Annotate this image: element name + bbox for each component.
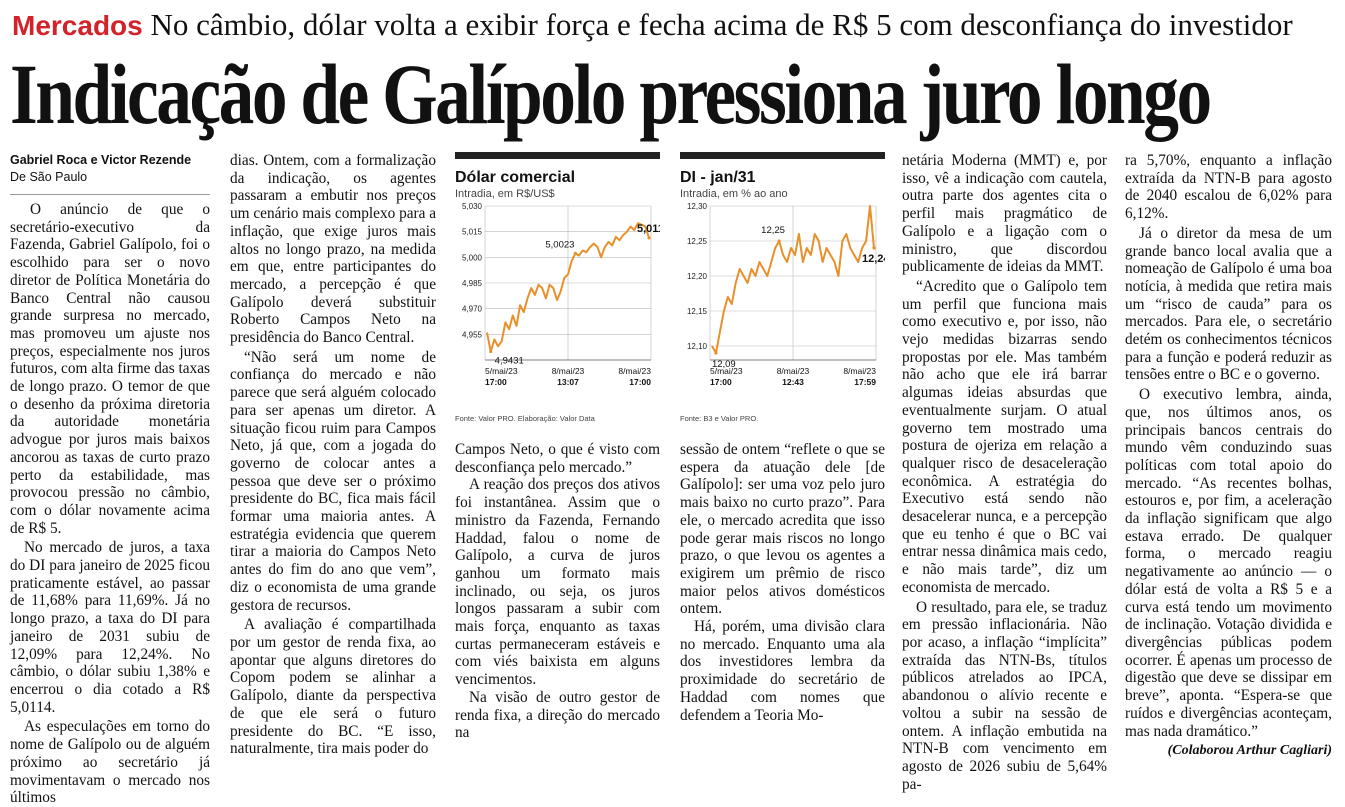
chart-subtitle: Intradia, em R$/US$ (455, 188, 555, 200)
chart-source: Fonte: B3 e Valor PRO. (680, 414, 759, 423)
chart-source: Fonte: Valor PRO. Elaboração: Valor Data (455, 414, 595, 423)
data-label: 12,24 (862, 253, 885, 265)
chart-svg-dolar: 5,0305,0155,0004,9854,9704,9555/mai/2317… (462, 202, 660, 387)
paragraph: ra 5,70%, enquanto a inflação extraída d… (1125, 152, 1332, 223)
y-tick-label: 5,030 (462, 202, 483, 211)
byline-location: De São Paulo (10, 170, 88, 184)
byline-divider (10, 194, 210, 195)
headline: Indicação de Galípolo pressiona juro lon… (10, 46, 1212, 142)
paragraph: O executivo lembra, ainda, que, nos últi… (1125, 386, 1332, 740)
column-3: Campos Neto, o que é visto com desconfia… (455, 441, 660, 742)
column-6: ra 5,70%, enquanto a inflação extraída d… (1125, 152, 1332, 760)
paragraph: A reação dos preços dos ativos foi insta… (455, 476, 660, 689)
chart-dolar: Dólar comercial Intradia, em R$/US$ 5,03… (455, 152, 660, 427)
y-tick-label: 12,25 (687, 237, 708, 246)
column-2: dias. Ontem, com a formalização da indic… (230, 152, 436, 758)
paragraph: “Não será um nome de confiança do mercad… (230, 348, 436, 614)
data-point (777, 239, 781, 243)
data-label: 4,9431 (495, 355, 524, 366)
column-5: netária Moderna (MMT) e, por isso, vê a … (902, 152, 1107, 793)
series-line (486, 222, 650, 353)
data-point (573, 251, 577, 255)
data-label: 12,25 (761, 225, 785, 236)
paragraph: O anúncio de que o secretário-executivo … (10, 201, 210, 537)
y-tick-label: 4,970 (462, 305, 483, 314)
paragraph: A avaliação é compartilhada por um gesto… (230, 616, 436, 758)
y-tick-label: 12,30 (687, 202, 708, 211)
x-tick-label: 17:00 (629, 377, 651, 387)
y-tick-label: 12,15 (687, 307, 708, 316)
paragraph: No mercado de juros, a taxa do DI para j… (10, 539, 210, 716)
x-tick-label: 8/mai/23 (618, 366, 651, 376)
section-label: Mercados (12, 10, 143, 41)
x-tick-label: 8/mai/23 (777, 366, 810, 376)
paragraph: netária Moderna (MMT) e, por isso, vê a … (902, 152, 1107, 276)
series-line (711, 205, 875, 354)
paragraph: O resultado, para ele, se traduz em pres… (902, 598, 1107, 793)
x-tick-label: 8/mai/23 (843, 366, 876, 376)
paragraph: As especulações em torno do nome de Galí… (10, 718, 210, 807)
paragraph: Já o diretor da mesa de um grande banco … (1125, 224, 1332, 384)
byline-authors: Gabriel Roca e Victor Rezende (10, 153, 192, 167)
x-tick-label: 5/mai/23 (710, 366, 743, 376)
data-point (714, 351, 718, 355)
x-tick-label: 13:07 (557, 377, 579, 387)
paragraph: dias. Ontem, com a formalização da indic… (230, 152, 437, 347)
paragraph: Há, porém, uma divisão clara no mercado.… (680, 618, 885, 724)
paragraph: “Acredito que o Galípolo tem um perfil q… (902, 277, 1107, 596)
data-label: 12,09 (712, 359, 736, 370)
paragraph: Na visão de outro gestor de renda fixa, … (455, 688, 660, 742)
byline: Gabriel Roca e Victor Rezende De São Pau… (10, 152, 210, 195)
column-4: sessão de ontem “reflete o que se espera… (680, 441, 885, 724)
subheadline: No câmbio, dólar volta a exibir força e … (150, 7, 1293, 42)
x-tick-label: 12:43 (782, 377, 804, 387)
data-label: 5,0023 (545, 239, 574, 250)
chart-top-bar (680, 152, 885, 159)
chart-title: DI - jan/31 (680, 169, 756, 186)
data-point (489, 349, 493, 354)
data-point (872, 246, 876, 250)
data-label: 5,0114 (637, 223, 660, 235)
y-tick-label: 12,10 (687, 342, 708, 351)
x-tick-label: 8/mai/23 (552, 366, 585, 376)
y-tick-label: 4,985 (462, 279, 483, 288)
x-tick-label: 17:59 (854, 377, 876, 387)
y-tick-label: 5,000 (462, 253, 483, 262)
y-tick-label: 4,955 (462, 330, 483, 339)
chart-subtitle: Intradia, em % ao ano (680, 188, 788, 200)
y-tick-label: 5,015 (462, 228, 483, 237)
data-point (647, 236, 651, 240)
column-1: Gabriel Roca e Victor Rezende De São Pau… (10, 152, 210, 807)
newspaper-page: Mercados No câmbio, dólar volta a exibir… (10, 6, 1337, 806)
chart-di: DI - jan/31 Intradia, em % ao ano 12,30 1… (680, 152, 885, 427)
chart-title: Dólar comercial (455, 169, 576, 186)
kicker-line: Mercados No câmbio, dólar volta a exibir… (12, 6, 1337, 45)
paragraph: Campos Neto, o que é visto com desconfia… (455, 441, 660, 476)
x-tick-label: 17:00 (710, 377, 732, 387)
chart-top-bar (455, 152, 660, 159)
x-tick-label: 5/mai/23 (485, 366, 518, 376)
credit-line: (Colaborou Arthur Cagliari) (1167, 743, 1332, 759)
y-tick-label: 12,20 (687, 272, 708, 281)
x-tick-label: 17:00 (485, 377, 507, 387)
paragraph: sessão de ontem “reflete o que se espera… (680, 441, 885, 618)
